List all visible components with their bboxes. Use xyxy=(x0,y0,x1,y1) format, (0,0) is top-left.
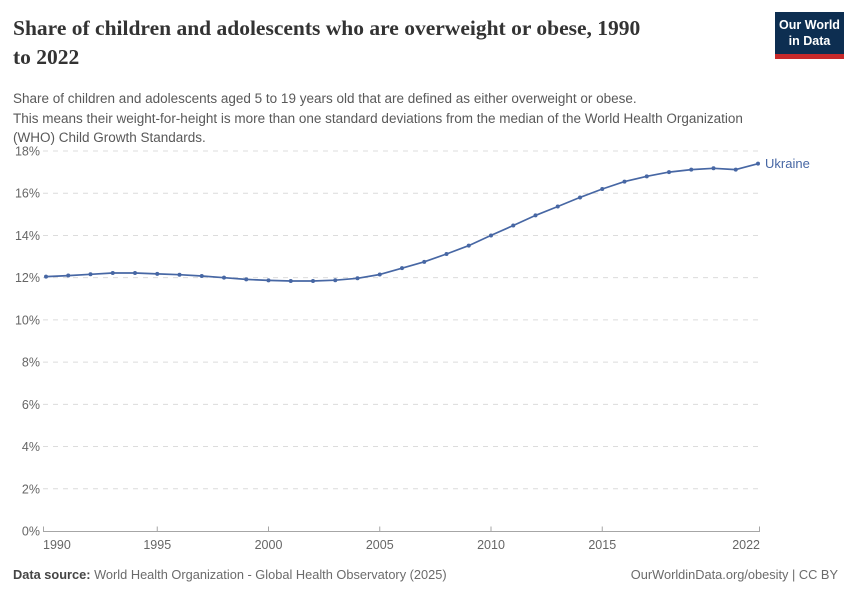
data-point[interactable] xyxy=(555,204,560,209)
data-point[interactable] xyxy=(199,273,204,278)
y-tick-label: 10% xyxy=(15,313,40,327)
data-point[interactable] xyxy=(733,167,738,172)
data-point[interactable] xyxy=(400,266,404,271)
x-tick-label: 2005 xyxy=(366,538,394,552)
data-point[interactable] xyxy=(489,233,493,238)
x-tick-label: 2022 xyxy=(732,538,760,552)
data-point[interactable] xyxy=(88,272,93,277)
y-tick-label: 8% xyxy=(22,356,40,370)
chart-subtitle-line3: (WHO) Child Growth Standards. xyxy=(13,130,206,145)
data-point[interactable] xyxy=(377,272,382,277)
data-point[interactable] xyxy=(689,167,694,172)
data-point[interactable] xyxy=(155,271,160,276)
owid-logo-line1: Our World xyxy=(779,18,840,32)
data-point[interactable] xyxy=(266,278,271,283)
y-tick-label: 2% xyxy=(22,482,40,496)
data-point[interactable] xyxy=(711,166,716,171)
data-point[interactable] xyxy=(466,243,471,248)
y-tick-label: 12% xyxy=(15,271,40,285)
y-tick-label: 0% xyxy=(22,525,40,539)
data-point[interactable] xyxy=(533,213,538,218)
y-tick-label: 16% xyxy=(15,187,40,201)
chart-subtitle: Share of children and adolescents aged 5… xyxy=(13,89,837,148)
data-point[interactable] xyxy=(110,271,115,276)
data-point[interactable] xyxy=(222,275,226,280)
data-point[interactable] xyxy=(244,277,249,282)
trend-line[interactable] xyxy=(45,162,759,282)
x-tick-label: 2010 xyxy=(477,538,505,552)
y-tick-label: 6% xyxy=(22,398,40,412)
data-point[interactable] xyxy=(511,223,516,228)
entity-label[interactable]: Ukraine xyxy=(765,156,810,171)
data-source-text: World Health Organization - Global Healt… xyxy=(90,567,447,582)
x-tick-label: 1995 xyxy=(143,538,171,552)
x-tick-label: 1990 xyxy=(43,538,71,552)
data-point[interactable] xyxy=(44,274,48,279)
data-point[interactable] xyxy=(177,272,182,277)
data-point[interactable] xyxy=(133,271,137,276)
data-source-label: Data source: xyxy=(13,567,91,582)
data-point[interactable] xyxy=(288,279,293,284)
chart-title-line1: Share of children and adolescents who ar… xyxy=(13,16,641,40)
y-tick-label: 14% xyxy=(15,229,40,243)
data-point[interactable] xyxy=(333,278,338,283)
data-point[interactable] xyxy=(422,259,427,264)
data-source-note: Data source: World Health Organization -… xyxy=(13,567,447,582)
data-point[interactable] xyxy=(66,273,71,278)
data-point[interactable] xyxy=(311,279,315,284)
y-tick-label: 18% xyxy=(15,145,40,159)
x-tick-label: 2015 xyxy=(588,538,616,552)
chart-title-line2: to 2022 xyxy=(13,45,80,69)
data-point[interactable] xyxy=(644,174,649,179)
owid-logo-line2: in Data xyxy=(788,33,831,48)
data-point[interactable] xyxy=(667,170,671,175)
x-tick-label: 2000 xyxy=(255,538,283,552)
chart-title: Share of children and adolescents who ar… xyxy=(13,14,753,72)
data-point[interactable] xyxy=(600,187,605,191)
chart-subtitle-line2: This means their weight-for-height is mo… xyxy=(13,110,743,126)
data-point[interactable] xyxy=(756,161,760,166)
data-point[interactable] xyxy=(622,179,627,184)
chart-footer: Data source: World Health Organization -… xyxy=(13,567,838,582)
data-point[interactable] xyxy=(355,276,360,281)
y-tick-label: 4% xyxy=(22,440,40,454)
owid-logo[interactable]: Our World in Data xyxy=(775,12,844,59)
data-point[interactable] xyxy=(444,252,449,257)
data-point[interactable] xyxy=(578,195,582,200)
chart-subtitle-line1: Share of children and adolescents aged 5… xyxy=(13,91,637,106)
owid-cc-link[interactable]: OurWorldinData.org/obesity | CC BY xyxy=(630,567,838,582)
